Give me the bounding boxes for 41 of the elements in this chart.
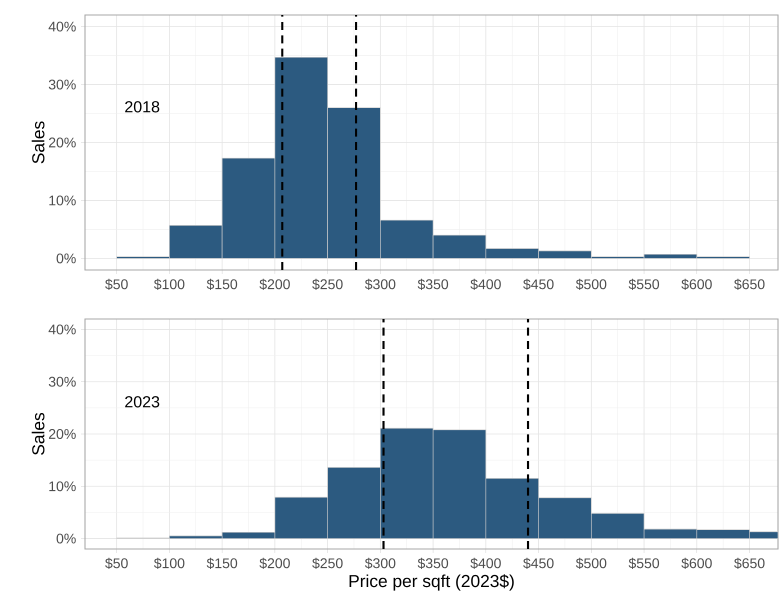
y-tick-label: 20% bbox=[48, 429, 76, 439]
x-tick-label: $650 bbox=[734, 558, 765, 570]
x-tick-label: $150 bbox=[206, 558, 238, 570]
y-tick-label: 20% bbox=[48, 138, 76, 148]
x-tick-label: $500 bbox=[576, 558, 606, 570]
x-tick-label: $100 bbox=[154, 558, 184, 570]
annotation: 2018 bbox=[125, 101, 160, 112]
x-tick-label: $400 bbox=[470, 558, 501, 570]
y-tick-label: 0% bbox=[56, 534, 76, 544]
y-tick-label: 40% bbox=[48, 324, 76, 334]
y-tick-label: 0% bbox=[56, 253, 76, 264]
x-axis-title: Price per sqft (2023$) bbox=[350, 574, 514, 591]
x-tick-label: $250 bbox=[312, 278, 343, 290]
y-tick-label: 10% bbox=[49, 481, 76, 492]
x-tick-label: $300 bbox=[364, 278, 396, 290]
x-tick-label: $600 bbox=[681, 278, 712, 290]
x-tick-label: $50 bbox=[105, 278, 128, 290]
y-tick-label: 40% bbox=[48, 22, 76, 32]
y-tick-label: 30% bbox=[48, 376, 76, 387]
x-tick-label: $400 bbox=[470, 278, 501, 290]
x-tick-label: $350 bbox=[418, 278, 448, 290]
x-tick-label: $650 bbox=[734, 278, 765, 290]
y-tick-label: 10% bbox=[49, 196, 76, 206]
x-tick-label: $450 bbox=[523, 278, 554, 290]
y-tick-label: 30% bbox=[48, 80, 76, 90]
x-tick-label: $550 bbox=[628, 558, 660, 570]
x-tick-label: $600 bbox=[681, 558, 712, 570]
y-axis-title: Sales bbox=[32, 121, 44, 164]
x-tick-label: $50 bbox=[105, 558, 128, 570]
y-axis-title: Sales bbox=[32, 412, 44, 455]
x-tick-label: $500 bbox=[576, 278, 606, 290]
x-tick-label: $150 bbox=[206, 278, 238, 290]
x-tick-label: $200 bbox=[259, 558, 290, 570]
x-tick-label: $200 bbox=[259, 278, 290, 290]
x-tick-label: $450 bbox=[523, 558, 554, 570]
x-tick-label: $350 bbox=[418, 558, 448, 570]
x-tick-label: $100 bbox=[154, 278, 184, 290]
x-tick-label: $300 bbox=[364, 558, 396, 570]
x-tick-label: $550 bbox=[628, 278, 660, 290]
annotation: 2023 bbox=[125, 396, 160, 408]
x-tick-label: $250 bbox=[312, 558, 343, 570]
